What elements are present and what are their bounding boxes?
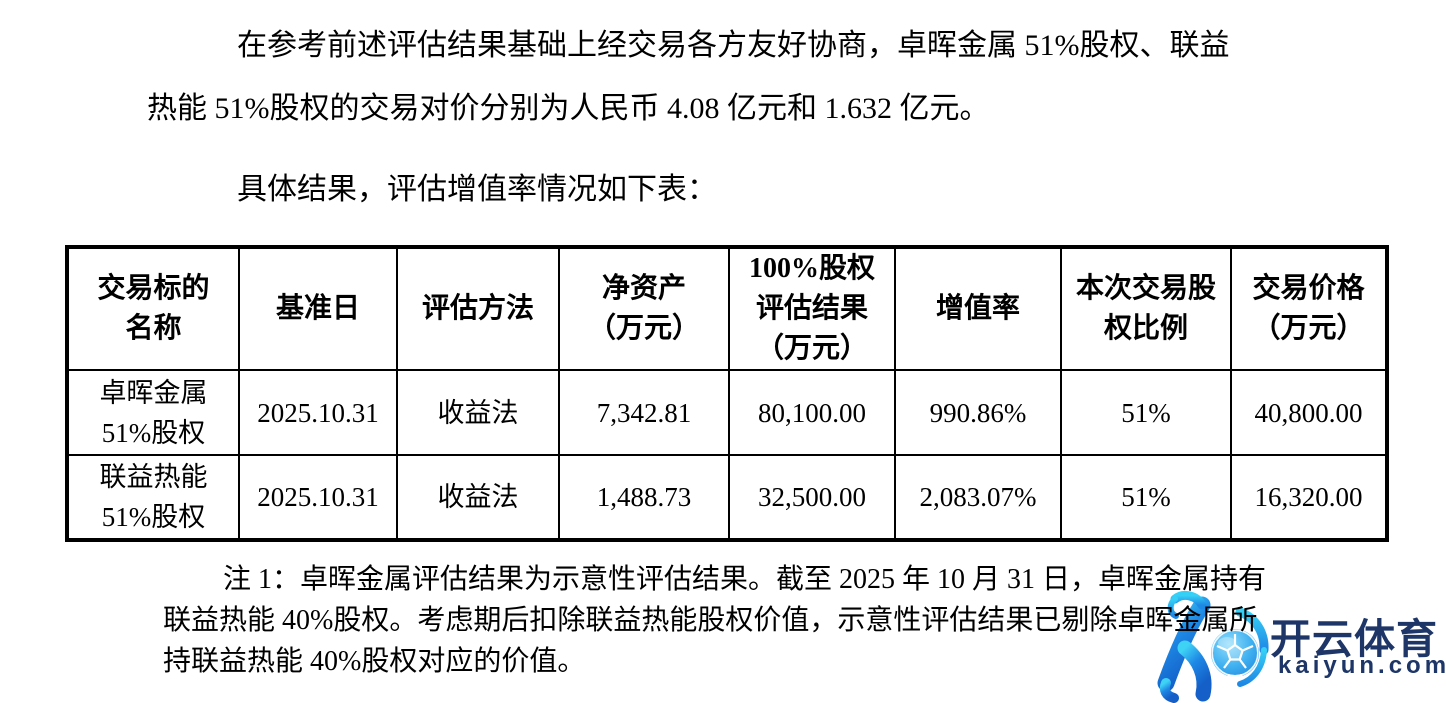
cell-line: 51%股权 [101,417,206,448]
cell-method: 收益法 [396,369,560,456]
valuation-table: 交易标的 名称 基准日 评估方法 净资产 （万元） 100%股权 评估结果 （万… [65,245,1389,542]
watermark-domain-text: kaiyun.com [1278,652,1446,679]
cell-base-date: 2025.10.31 [238,454,398,541]
cell-method: 收益法 [396,454,560,541]
cell-100pct-valuation: 32,500.00 [728,454,896,541]
cell-price: 40,800.00 [1230,369,1388,456]
footnote: 注 1：卓晖金属评估结果为示意性评估结果。截至 2025 年 10 月 31 日… [163,559,1293,682]
kaiyun-logo-icon [1157,590,1269,703]
cell-target-name: 卓晖金属 51%股权 [66,369,240,456]
col-header-base-date: 基准日 [238,246,398,371]
header-line: 名称 [125,313,182,344]
header-line: （万元） [587,313,700,344]
paragraph-table-intro: 具体结果，评估增值率情况如下表： [237,173,717,206]
cell-line: 卓晖金属 [99,377,208,408]
header-line: 净资产 [601,273,686,304]
cell-target-name: 联益热能 51%股权 [66,454,240,541]
col-header-method: 评估方法 [396,246,560,371]
cell-base-date: 2025.10.31 [238,369,398,456]
header-line: 评估结果 [755,293,868,324]
cell-appreciation-rate: 990.86% [894,369,1062,456]
table-header-row: 交易标的 名称 基准日 评估方法 净资产 （万元） 100%股权 评估结果 （万… [66,246,1388,371]
soccer-ball-icon [1211,629,1259,678]
header-line: 评估方法 [421,293,534,324]
cell-line: 联益热能 [99,462,208,492]
header-line: （万元） [755,333,868,364]
col-header-100pct-valuation: 100%股权 评估结果 （万元） [728,246,896,371]
col-header-net-assets: 净资产 （万元） [558,246,730,371]
cell-net-assets: 7,342.81 [558,369,730,456]
table-row: 卓晖金属 51%股权 2025.10.31 收益法 7,342.81 80,10… [66,369,1388,456]
cell-100pct-valuation: 80,100.00 [728,369,896,456]
watermark-brand-text: 开云体育 [1270,616,1438,662]
col-header-price: 交易价格 （万元） [1230,246,1388,371]
cell-equity-ratio: 51% [1060,454,1232,541]
header-line: 本次交易股 [1075,273,1216,304]
table-row: 联益热能 51%股权 2025.10.31 收益法 1,488.73 32,50… [66,454,1388,541]
header-line: （万元） [1252,313,1365,344]
header-line: 交易价格 [1252,273,1365,304]
col-header-appreciation-rate: 增值率 [894,246,1062,371]
header-line: 权比例 [1103,313,1188,344]
header-line: 增值率 [935,293,1020,324]
header-line: 交易标的 [97,273,210,304]
footnote-line: 联益热能 40%股权。考虑期后扣除联益热能股权价值，示意性评估结果已剔除卓晖金属… [163,605,1258,636]
col-header-equity-ratio: 本次交易股 权比例 [1060,246,1232,371]
cell-equity-ratio: 51% [1060,369,1232,456]
footnote-line: 持联益热能 40%股权对应的价值。 [163,646,586,677]
header-line: 基准日 [275,293,360,324]
header-line: 100%股权 [748,253,875,284]
paragraph-consideration: 在参考前述评估结果基础上经交易各方友好协商，卓晖金属 51%股权、联益 热能 5… [147,14,1322,140]
footnote-line: 注 1：卓晖金属评估结果为示意性评估结果。截至 2025 年 10 月 31 日… [223,564,1267,595]
cell-line: 51%股权 [101,502,206,532]
paragraph-line: 在参考前述评估结果基础上经交易各方友好协商，卓晖金属 51%股权、联益 [237,29,1230,62]
paragraph-line: 热能 51%股权的交易对价分别为人民币 4.08 亿元和 1.632 亿元。 [147,92,990,125]
col-header-target-name: 交易标的 名称 [66,246,240,371]
cell-appreciation-rate: 2,083.07% [894,454,1062,541]
cell-price: 16,320.00 [1230,454,1388,541]
cell-net-assets: 1,488.73 [558,454,730,541]
kaiyun-watermark: 开云体育 kaiyun.com [1150,588,1446,703]
